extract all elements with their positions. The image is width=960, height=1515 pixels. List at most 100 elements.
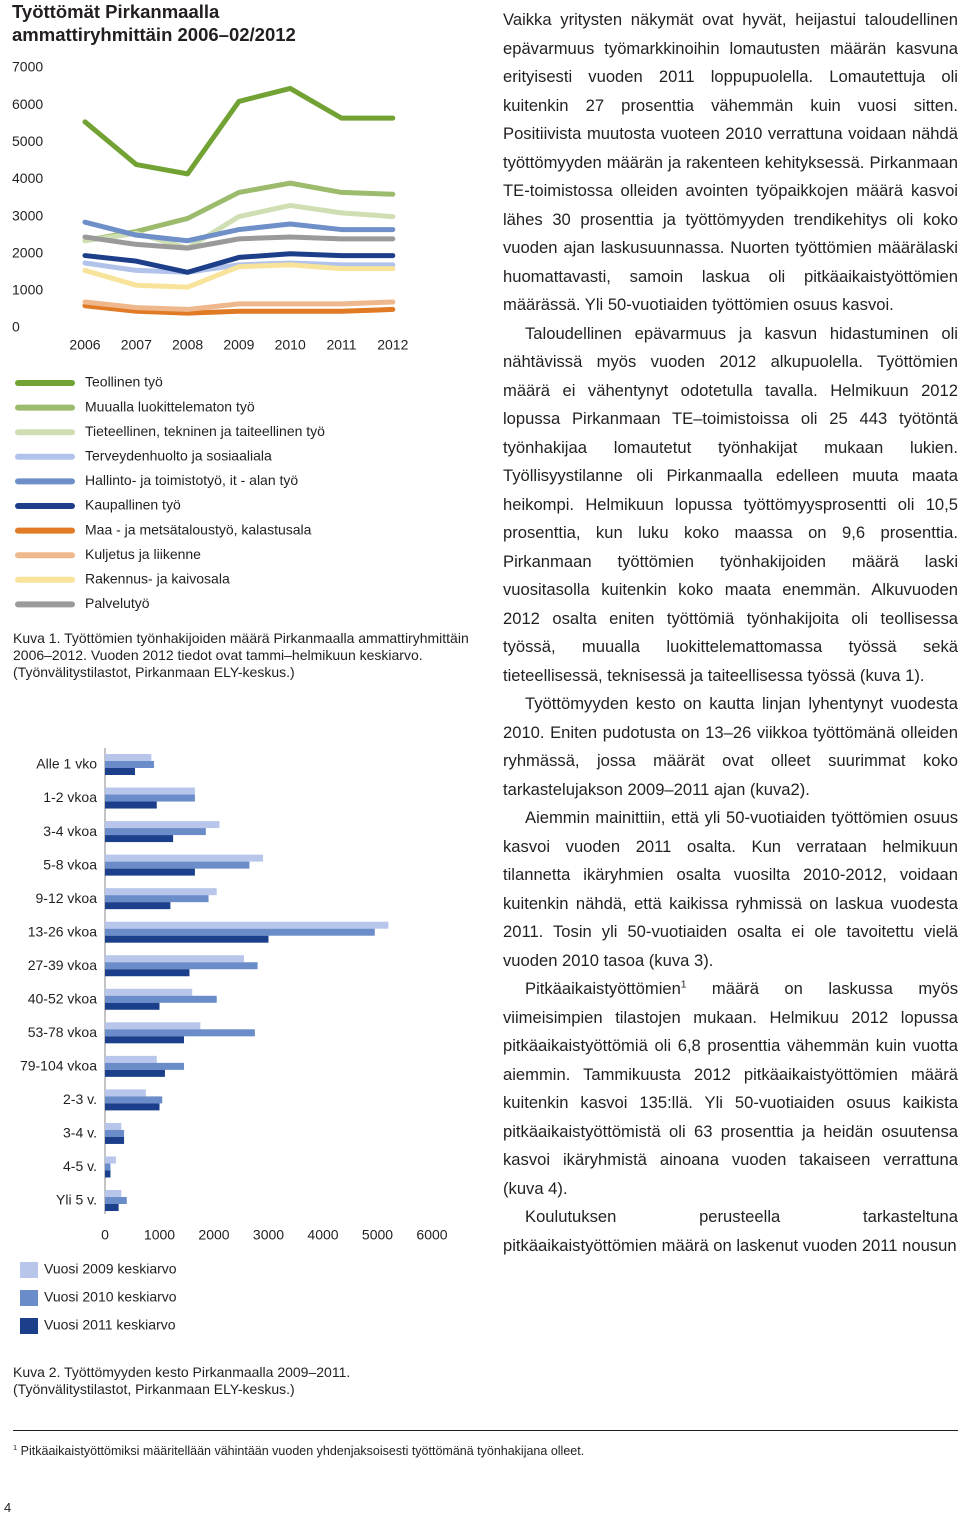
bar <box>105 835 174 843</box>
bar <box>105 1136 125 1144</box>
y-tick-label: Alle 1 vko <box>36 756 97 772</box>
legend-swatch <box>20 1290 38 1306</box>
body-text: Vaikka yritysten näkymät ovat hyvät, hei… <box>503 6 958 1260</box>
bar <box>105 1103 160 1111</box>
caption: Kuva 1. Työttömien työnhakijoiden määrä … <box>13 630 469 680</box>
x-tick-label: 5000 <box>362 1227 393 1243</box>
bar <box>105 1156 116 1164</box>
bar <box>105 754 152 761</box>
y-tick-label: 79-104 vkoa <box>20 1058 97 1074</box>
legend-label: Rakennus- ja kaivosala <box>85 571 230 587</box>
bar <box>105 1204 119 1212</box>
y-tick-label: 3-4 v. <box>63 1125 97 1141</box>
x-tick-label: 2000 <box>198 1227 229 1243</box>
x-tick-label: 6000 <box>416 1227 447 1243</box>
x-tick-label: 2008 <box>172 337 203 353</box>
charts: 0 1000 2000 3000 4000 5000 6000 7000 2006 2007 200… <box>12 59 448 1334</box>
bar <box>105 1002 160 1010</box>
y-tick-label: Yli 5 v. <box>56 1192 97 1208</box>
bar <box>105 995 217 1003</box>
bar <box>105 1069 165 1077</box>
footnote: 1 Pitkäaikaistyöttömiksi määritellään vä… <box>13 1444 584 1458</box>
y-tick-label: 13-26 vkoa <box>28 923 97 939</box>
bar <box>105 1096 163 1104</box>
y-tick-label: 53-78 vkoa <box>28 1024 97 1040</box>
legend-label: Vuosi 2010 keskiarvo <box>44 1289 177 1305</box>
y-tick-label: 5-8 vkoa <box>43 856 97 872</box>
legend-label: Vuosi 2009 keskiarvo <box>44 1261 177 1277</box>
paragraph: Työttömyyden kesto on kautta linjan lyhe… <box>503 694 958 799</box>
bar <box>105 902 171 910</box>
caption: Kuva 2. Työttömyyden kesto Pirkanmaalla … <box>13 1364 351 1397</box>
x-tick-label: 2009 <box>223 337 254 353</box>
y-tick-label: 40-52 vkoa <box>28 990 97 1006</box>
paragraph: Pitkäaikaistyöttömien1 määrä on laskussa… <box>503 975 958 1203</box>
bar <box>105 1055 157 1063</box>
y-tick-label: 2-3 v. <box>63 1091 97 1107</box>
y-tick-label: 1000 <box>12 282 43 298</box>
legend-label: Palvelutyö <box>85 595 150 611</box>
y-tick-label: 5000 <box>12 133 43 149</box>
bar <box>105 962 258 970</box>
page-number: 4 <box>4 1500 12 1515</box>
y-tick-label: 7000 <box>12 59 43 75</box>
y-tick-label: 9-12 vkoa <box>36 890 98 906</box>
bar <box>105 935 269 943</box>
bar <box>105 988 193 996</box>
x-tick-label: 1000 <box>144 1227 175 1243</box>
footnote-ref: 1 <box>680 979 687 991</box>
legend-label: Kuljetus ja liikenne <box>85 546 201 562</box>
y-tick-label: 1-2 vkoa <box>43 789 97 805</box>
bar <box>105 1029 255 1037</box>
bar <box>105 928 375 936</box>
bar <box>105 888 217 896</box>
x-tick-label: 4000 <box>307 1227 338 1243</box>
bar <box>105 854 264 862</box>
bar <box>105 1089 146 1097</box>
bar <box>105 787 195 795</box>
x-tick-label: 2006 <box>69 337 100 353</box>
x-tick-label: 3000 <box>253 1227 284 1243</box>
paragraph: Aiemmin mainittiin, että yli 50-vuotiaid… <box>503 808 958 970</box>
legend-swatch <box>20 1262 38 1278</box>
bar <box>105 895 209 903</box>
bar <box>105 861 250 869</box>
x-tick-label: 2011 <box>326 337 356 353</box>
x-tick-label: 0 <box>101 1227 109 1243</box>
legend-label: Terveydenhuolto ja sosiaaliala <box>85 448 272 464</box>
legend-label: Kaupallinen työ <box>85 497 181 513</box>
y-tick-label: 4-5 v. <box>63 1158 97 1174</box>
bar <box>105 1122 122 1130</box>
footnote-marker: 1 <box>13 1442 18 1452</box>
paragraph: Vaikka yritysten näkymät ovat hyvät, hei… <box>503 10 958 314</box>
y-tick-label: 27-39 vkoa <box>28 957 97 973</box>
y-tick-label: 4000 <box>12 170 43 186</box>
bar <box>105 1036 185 1044</box>
bar <box>105 801 157 809</box>
bar <box>105 921 389 929</box>
text-run: Pitkäaikaistyöttömien <box>525 979 681 998</box>
legend-label: Maa - ja metsätaloustyö, kalastusala <box>85 521 312 537</box>
line <box>82 262 396 290</box>
bar <box>105 1022 201 1030</box>
x-tick-label: 2007 <box>121 337 152 353</box>
line <box>82 85 396 177</box>
bar <box>105 1170 111 1178</box>
legend-label: Hallinto- ja toimistotyö, it - alan työ <box>85 472 298 488</box>
y-tick-label: 3000 <box>12 207 43 223</box>
x-tick-label: 2012 <box>377 337 408 353</box>
bar <box>105 768 135 775</box>
bar <box>105 1062 185 1070</box>
legend-label: Vuosi 2011 keskiarvo <box>44 1317 176 1333</box>
y-tick-label: 0 <box>12 319 20 335</box>
x-tick-label: 2010 <box>275 337 306 353</box>
bar <box>105 955 244 963</box>
paragraph: Taloudellinen epävarmuus ja kasvun hidas… <box>503 323 958 685</box>
line <box>82 251 396 275</box>
bar <box>105 969 190 977</box>
legend-label: Muualla luokittelematon työ <box>85 398 255 414</box>
line <box>82 299 396 312</box>
footnote-rule <box>13 1430 958 1431</box>
y-tick-label: 6000 <box>12 96 43 112</box>
